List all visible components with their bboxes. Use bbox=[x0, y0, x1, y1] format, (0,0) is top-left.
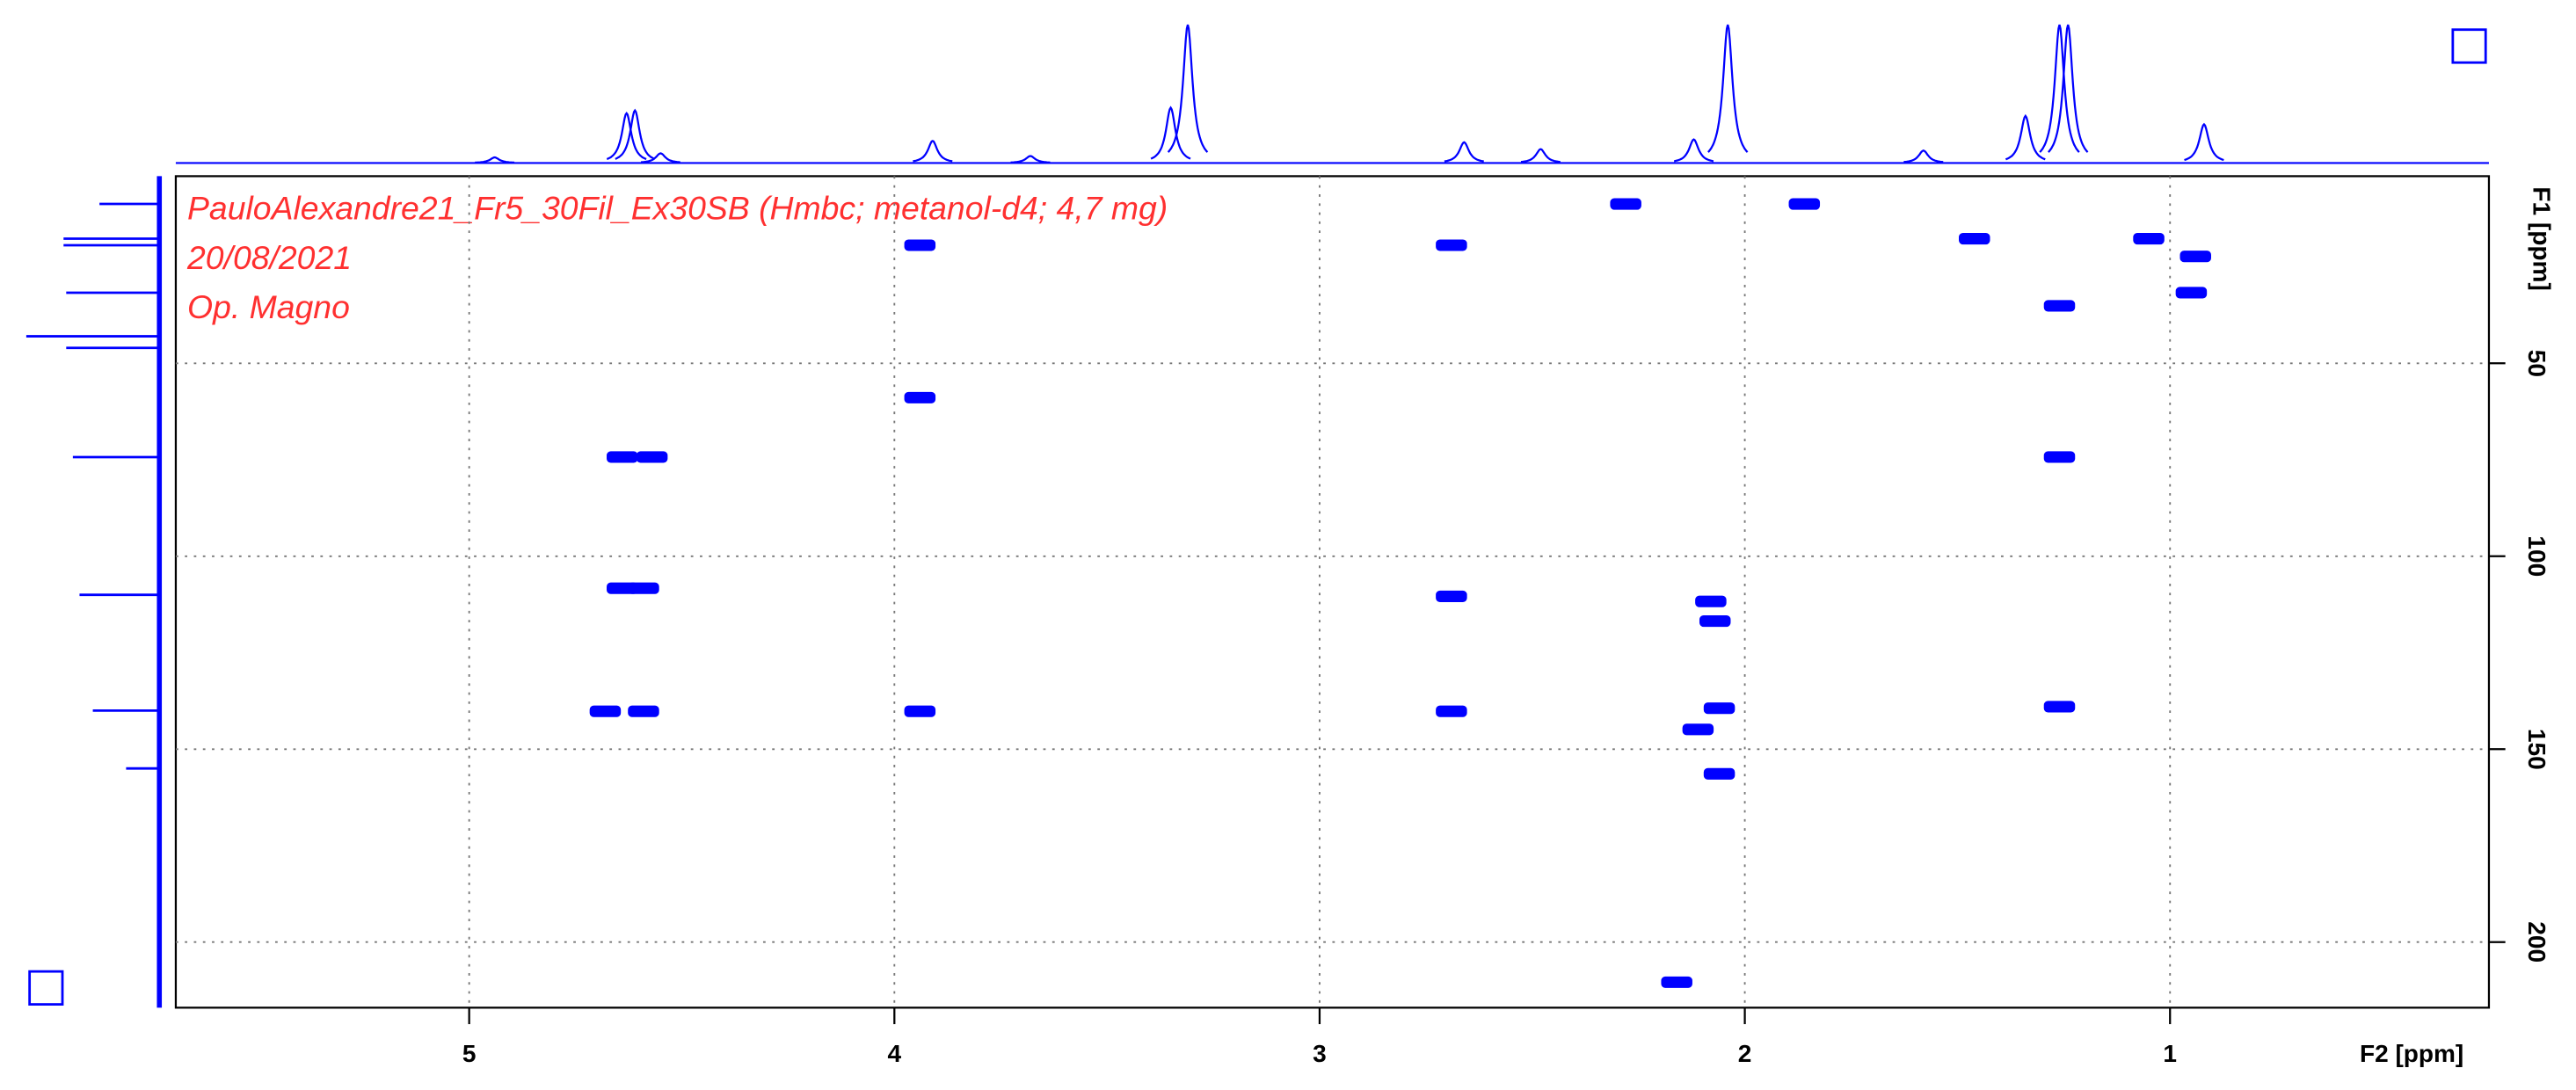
x-tick-label: 2 bbox=[1738, 1040, 1752, 1067]
cross-peak bbox=[607, 451, 638, 463]
projection-peak bbox=[1673, 138, 1714, 163]
projection-peak bbox=[1707, 24, 1749, 153]
annotation: Op. Magno bbox=[187, 288, 350, 325]
y-tick-label: 200 bbox=[2523, 921, 2551, 963]
corner-box bbox=[28, 970, 64, 1006]
projection-peak bbox=[1167, 24, 1209, 153]
projection-peak bbox=[1444, 141, 1484, 163]
projection-peak bbox=[2048, 24, 2089, 153]
projection-peak bbox=[2005, 113, 2046, 161]
cross-peak bbox=[1959, 232, 1990, 245]
cross-peak bbox=[1436, 590, 1467, 602]
cross-peak bbox=[2043, 701, 2076, 713]
cross-peak bbox=[628, 582, 659, 594]
cross-peak bbox=[904, 239, 936, 251]
projection-peak bbox=[615, 108, 656, 160]
projection-peak bbox=[640, 152, 680, 164]
y-tick-label: 50 bbox=[2523, 350, 2551, 377]
cross-peak bbox=[904, 705, 936, 717]
corner-box bbox=[2451, 28, 2487, 64]
projection-peak bbox=[475, 156, 515, 164]
projection-peak bbox=[1010, 155, 1051, 164]
cross-peak bbox=[636, 451, 668, 463]
projection-peak bbox=[606, 111, 647, 161]
y-axis-label: F1 [ppm] bbox=[2529, 186, 2556, 291]
x-tick-label: 1 bbox=[2163, 1040, 2177, 1067]
cross-peak bbox=[1703, 767, 1736, 780]
projection-peak bbox=[2039, 24, 2080, 153]
cross-peak bbox=[1695, 595, 1727, 607]
cross-peak bbox=[1788, 198, 1821, 210]
projection-peak bbox=[1150, 105, 1191, 160]
cross-peak bbox=[2043, 451, 2076, 463]
plot-frame bbox=[174, 175, 2491, 1009]
cross-peak bbox=[2175, 287, 2208, 299]
annotation: 20/08/2021 bbox=[186, 239, 352, 276]
x-tick-label: 5 bbox=[462, 1040, 477, 1067]
cross-peak bbox=[2043, 300, 2076, 312]
cross-peak bbox=[589, 705, 622, 717]
annotation: PauloAlexandre21_Fr5_30Fil_Ex30SB (Hmbc;… bbox=[187, 190, 1168, 227]
projection-peak bbox=[1903, 149, 1944, 164]
cross-peak bbox=[628, 705, 659, 717]
cross-peak bbox=[1610, 198, 1641, 210]
cross-peak bbox=[1661, 976, 1692, 988]
projection-peak bbox=[2184, 122, 2224, 162]
cross-peak bbox=[904, 391, 936, 403]
cross-peak bbox=[1436, 705, 1467, 717]
projection-peak bbox=[913, 140, 953, 163]
cross-peak bbox=[1699, 614, 1731, 628]
x-tick-label: 3 bbox=[1313, 1040, 1327, 1067]
x-tick-label: 4 bbox=[888, 1040, 902, 1067]
x-axis-label: F2 [ppm] bbox=[2360, 1040, 2463, 1067]
y-tick-label: 100 bbox=[2523, 535, 2551, 577]
cross-peak bbox=[1436, 239, 1467, 251]
cross-peak bbox=[2179, 251, 2212, 263]
cross-peak bbox=[1703, 702, 1736, 715]
cross-peak bbox=[1682, 723, 1714, 736]
projection-peak bbox=[1520, 148, 1561, 164]
y-tick-label: 150 bbox=[2523, 729, 2551, 770]
cross-peak bbox=[2133, 232, 2165, 245]
